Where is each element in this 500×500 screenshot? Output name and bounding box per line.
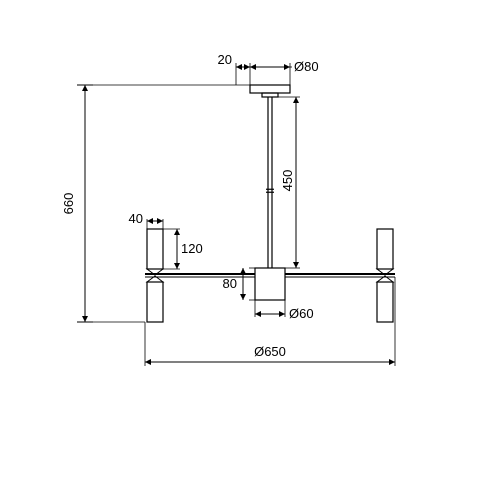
pendant-light-technical-drawing: 20 Ø80 450 660 40 120 80 Ø60 Ø650 (0, 0, 500, 500)
dim-canopy-offset: 20 (218, 52, 232, 67)
dim-hub-height: 80 (223, 276, 237, 291)
dim-total-height: 660 (61, 193, 76, 215)
dim-hub-dia: Ø60 (289, 306, 314, 321)
dim-arm-span: Ø650 (254, 344, 286, 359)
dim-bulb-height: 120 (181, 241, 203, 256)
dim-canopy-dia: Ø80 (294, 59, 319, 74)
dim-bulb-width: 40 (129, 211, 143, 226)
dim-rod-height: 450 (280, 170, 295, 192)
